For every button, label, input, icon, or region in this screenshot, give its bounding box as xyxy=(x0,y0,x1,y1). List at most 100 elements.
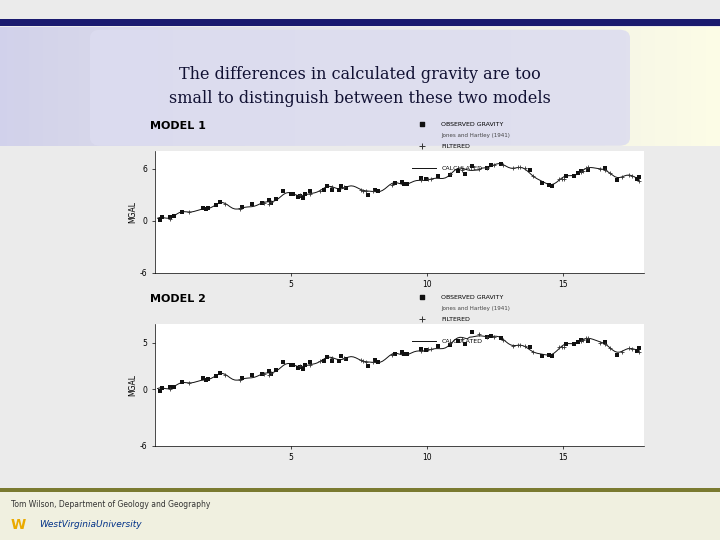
Bar xyxy=(518,27,526,146)
Point xyxy=(488,161,500,170)
Point xyxy=(362,191,374,199)
Point xyxy=(481,164,492,172)
Point xyxy=(520,164,531,173)
Point xyxy=(399,350,410,359)
Bar xyxy=(648,27,655,146)
Bar xyxy=(180,27,187,146)
Point xyxy=(481,333,492,342)
Text: FILTERED: FILTERED xyxy=(441,316,470,322)
Point xyxy=(536,179,548,187)
Point xyxy=(512,163,523,171)
Bar xyxy=(655,27,662,146)
Bar xyxy=(115,27,122,146)
Bar xyxy=(583,27,590,146)
Point xyxy=(164,383,176,391)
Point xyxy=(444,171,456,179)
Point xyxy=(401,179,413,188)
Text: FILTERED: FILTERED xyxy=(441,144,470,149)
Point xyxy=(415,174,427,183)
Point xyxy=(561,340,572,349)
Text: Tom Wilson, Department of Geology and Geography: Tom Wilson, Department of Geology and Ge… xyxy=(11,501,210,509)
Point xyxy=(183,208,194,217)
Point xyxy=(258,369,270,378)
Point xyxy=(164,375,176,384)
Point xyxy=(572,338,584,346)
Bar xyxy=(274,27,281,146)
Bar xyxy=(554,27,562,146)
Bar xyxy=(86,27,94,146)
Bar xyxy=(418,27,425,146)
Bar xyxy=(266,27,274,146)
Point xyxy=(546,181,557,190)
Point xyxy=(508,341,519,350)
Bar xyxy=(468,27,475,146)
Point xyxy=(527,348,539,356)
Y-axis label: MGAL: MGAL xyxy=(127,201,137,223)
Bar xyxy=(691,27,698,146)
Point xyxy=(367,186,379,195)
Bar xyxy=(166,27,173,146)
Point xyxy=(338,354,350,362)
Point xyxy=(633,343,644,352)
Bar xyxy=(374,27,382,146)
Point xyxy=(604,169,616,178)
Point xyxy=(156,213,168,221)
Text: CALCULATED: CALCULATED xyxy=(441,339,482,343)
Point xyxy=(512,340,523,349)
Point xyxy=(367,357,379,366)
Point xyxy=(266,368,277,377)
Bar xyxy=(216,27,223,146)
Bar xyxy=(14,27,22,146)
Point xyxy=(633,172,644,181)
Point xyxy=(554,343,565,352)
Point xyxy=(292,193,304,201)
Bar xyxy=(562,27,569,146)
Point xyxy=(304,360,315,369)
Point xyxy=(459,340,471,348)
Point xyxy=(481,333,492,341)
Point xyxy=(575,336,587,345)
Point xyxy=(236,203,248,212)
Point xyxy=(338,183,350,192)
Point xyxy=(287,190,299,198)
Point xyxy=(633,177,644,185)
Bar xyxy=(425,27,432,146)
Point xyxy=(515,341,526,349)
Point xyxy=(556,343,567,352)
Point xyxy=(633,348,644,356)
Bar xyxy=(122,27,130,146)
Point xyxy=(256,369,267,378)
Bar xyxy=(382,27,389,146)
Point xyxy=(599,340,611,348)
Text: OBSERVED GRAVITY: OBSERVED GRAVITY xyxy=(441,122,503,127)
Point xyxy=(314,186,325,195)
Point xyxy=(495,334,507,343)
Point xyxy=(626,345,637,353)
Point xyxy=(420,345,432,354)
Point xyxy=(415,346,427,355)
Point xyxy=(467,162,478,171)
Bar xyxy=(310,27,317,146)
Bar xyxy=(238,27,245,146)
Bar xyxy=(619,27,626,146)
Bar xyxy=(410,27,418,146)
Point xyxy=(433,342,444,350)
Bar xyxy=(137,27,144,146)
Point xyxy=(582,166,594,174)
Bar xyxy=(482,27,490,146)
Point xyxy=(387,351,398,360)
Text: WestVirginiaUniversity: WestVirginiaUniversity xyxy=(40,521,143,529)
Point xyxy=(236,374,248,383)
Point xyxy=(495,160,507,169)
Point xyxy=(360,186,372,195)
Point xyxy=(544,351,555,360)
Point xyxy=(524,166,536,174)
Point xyxy=(616,173,628,182)
Bar xyxy=(7,27,14,146)
Point xyxy=(215,368,226,377)
Point xyxy=(599,164,611,173)
Point xyxy=(498,335,509,344)
Point xyxy=(258,198,270,207)
Point xyxy=(389,350,400,359)
Bar xyxy=(58,27,65,146)
